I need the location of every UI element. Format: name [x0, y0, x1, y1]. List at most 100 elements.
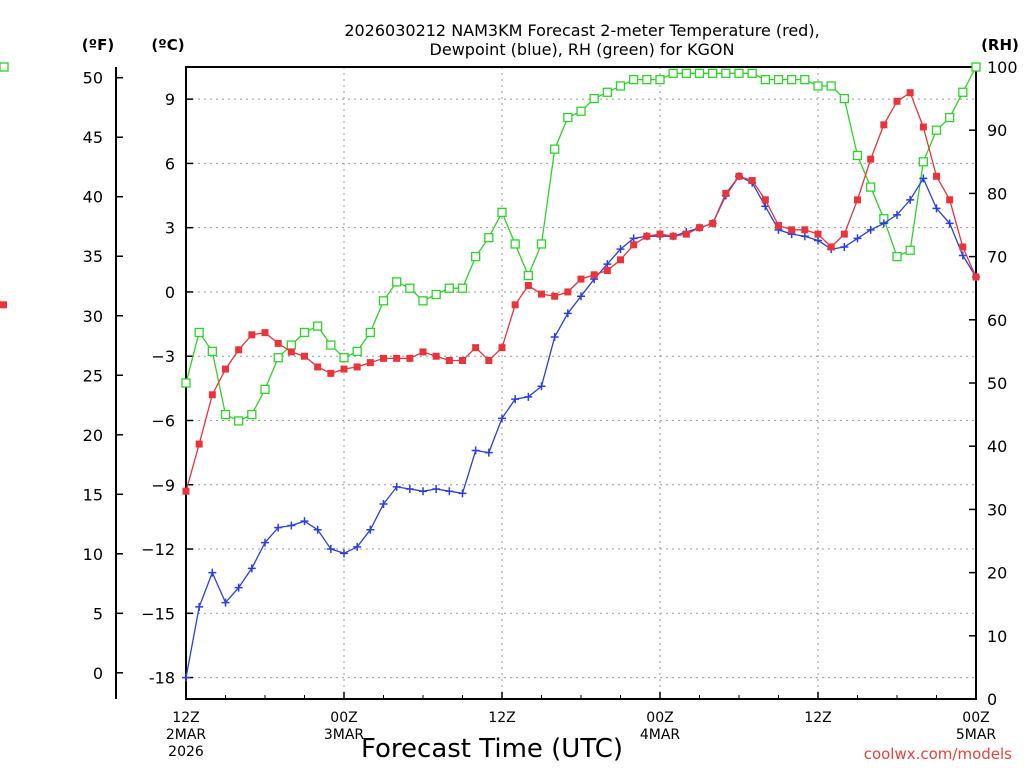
dewpoint-line [185, 175, 977, 678]
rh-point [444, 283, 454, 293]
rh-point [642, 74, 652, 85]
x-tick-label: 3MAR [324, 727, 365, 743]
rh-tick-label: 90 [987, 121, 1007, 140]
temperature-point [261, 329, 269, 337]
fahrenheit-tick-label: 50 [83, 69, 103, 88]
temperature-point [419, 348, 427, 356]
rh-point [484, 232, 494, 243]
fahrenheit-unit-label: (ºF) [82, 36, 114, 54]
temperature-point [380, 354, 387, 362]
rh-point [405, 283, 415, 293]
chart-title-line-2: Dewpoint (blue), RH (green) for KGON [430, 40, 735, 59]
celsius-tick-label: −3 [151, 347, 175, 366]
chart-title-line-1: 2026030212 NAM3KM Forecast 2-meter Tempe… [344, 21, 819, 40]
rh-line [185, 66, 977, 422]
rh-point [839, 93, 849, 104]
temperature-point [498, 344, 506, 352]
rh-point [721, 68, 731, 78]
rh-point [576, 106, 586, 116]
temperature-point [472, 344, 480, 352]
rh-point [800, 74, 810, 85]
dewpoint-point [247, 564, 256, 573]
rh-point [892, 251, 902, 262]
rh-point [629, 74, 639, 85]
x-tick-label: 4MAR [640, 727, 681, 743]
rh-point [0, 62, 9, 72]
temperature-point [445, 357, 453, 365]
dewpoint-point [234, 583, 243, 592]
dewpoint-point [958, 251, 967, 260]
temperature-point [287, 348, 295, 356]
fahrenheit-tick-label: 15 [83, 485, 103, 504]
dewpoint-point [537, 382, 546, 391]
x-tick-label: 00Z [330, 710, 357, 726]
plot-frame [185, 66, 977, 700]
dewpoint-point [313, 525, 322, 534]
rh-point [471, 251, 481, 262]
rh-tick-label: 100 [987, 58, 1018, 77]
temperature-point [709, 219, 717, 227]
dewpoint-point [906, 195, 915, 204]
temperature-point [182, 487, 190, 495]
temperature-point [788, 226, 796, 234]
temperature-point [946, 196, 954, 204]
dewpoint-point [340, 549, 348, 558]
rh-point [945, 112, 955, 123]
temperature-point [432, 352, 440, 360]
dewpoint-point [629, 234, 638, 243]
temperature-point [761, 196, 769, 204]
dewpoint-point [471, 446, 480, 455]
temperature-point [656, 230, 664, 238]
temperature-point [814, 230, 822, 238]
dewpoint-point [353, 542, 362, 551]
dewpoint-point [432, 485, 441, 494]
temperature-point [314, 363, 322, 371]
temperature-point [775, 222, 782, 230]
temperature-point [893, 97, 901, 105]
temperature-point [459, 357, 466, 365]
rh-unit-label: (RH) [981, 36, 1019, 54]
rh-tick-label: 40 [987, 437, 1007, 456]
temperature-point [696, 224, 703, 232]
rh-point [602, 87, 612, 97]
x-tick-label: 12Z [804, 710, 831, 726]
rh-point [392, 277, 402, 287]
rh-point [181, 378, 191, 388]
x-axis-title: Forecast Time (UTC) [361, 734, 623, 764]
rh-point [194, 327, 204, 338]
temperature-point [393, 354, 401, 362]
dewpoint-point [221, 598, 230, 607]
x-tick-label: 00Z [962, 710, 989, 726]
temperature-point [933, 172, 940, 180]
rh-point [352, 346, 362, 357]
temperature-point [630, 241, 638, 249]
rh-point [866, 182, 876, 192]
dewpoint-point [577, 292, 585, 301]
rh-point [247, 409, 257, 420]
temperature-point [301, 352, 308, 360]
rh-point [708, 68, 718, 78]
rh-tick-label: 30 [987, 500, 1007, 519]
rh-point [813, 81, 823, 91]
rh-point [918, 157, 928, 167]
rh-point [299, 327, 310, 338]
fahrenheit-tick-label: 45 [83, 128, 103, 147]
temperature-point [854, 196, 861, 204]
dewpoint-point [853, 234, 862, 243]
dewpoint-point [392, 482, 401, 491]
temperature-point [274, 339, 282, 347]
temperature-point [827, 243, 835, 251]
rh-point [339, 353, 349, 363]
dewpoint-point [182, 673, 190, 682]
rh-tick-label: 80 [987, 184, 1007, 203]
rh-point [510, 239, 520, 249]
rh-point [615, 81, 626, 91]
temperature-point [0, 301, 7, 309]
rh-point [747, 68, 757, 78]
rh-point [563, 112, 573, 123]
rh-tick-label: 20 [987, 564, 1007, 583]
temperature-point [577, 275, 585, 283]
temperature-point [735, 172, 743, 180]
fahrenheit-tick-label: 40 [83, 188, 103, 207]
